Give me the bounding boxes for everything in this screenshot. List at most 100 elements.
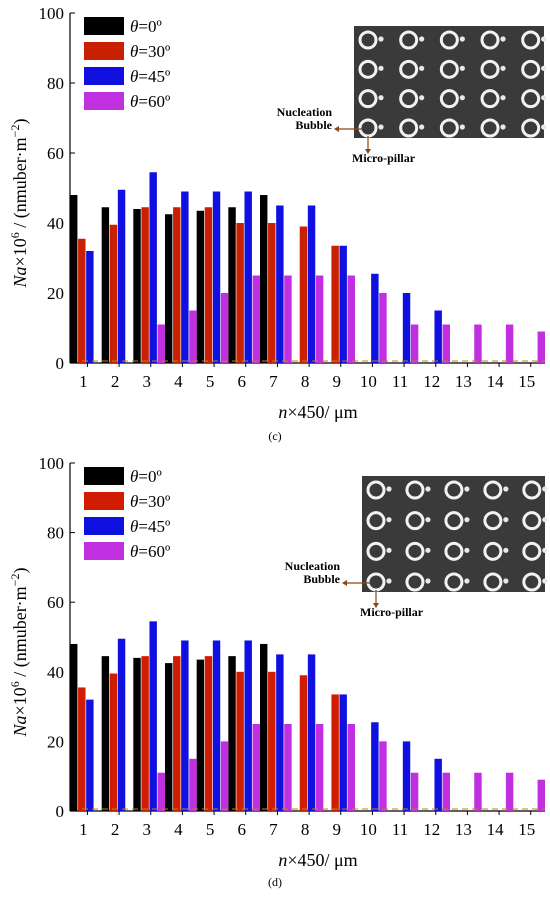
x-tick-label: 2 [111, 372, 120, 391]
bubble-dot [378, 95, 384, 101]
bubble-dot [503, 578, 509, 584]
legend-theta: θ [130, 42, 138, 61]
legend-theta: θ [130, 542, 138, 561]
pillar-arrowhead [365, 149, 371, 154]
nucleation-label: Nucleation [285, 559, 341, 573]
bar [537, 331, 545, 363]
micro-pillar-ring [522, 541, 542, 561]
bar [196, 210, 205, 363]
bubble-dot [459, 65, 465, 71]
x-tick-label: 15 [518, 820, 535, 839]
micro-pillar-ring [480, 118, 500, 138]
bubble-dot [541, 95, 547, 101]
legend-entry: θ=30º [130, 42, 170, 61]
micro-pillar-ring [399, 59, 419, 79]
micro-pillar-ring [522, 572, 542, 592]
micro-pillar-ring [521, 118, 541, 138]
x-tick-label: 10 [360, 372, 377, 391]
bar [101, 656, 110, 811]
bar [307, 205, 316, 363]
x-tick-label: 8 [301, 372, 310, 391]
y-axis-unit-exp: −2 [8, 574, 22, 587]
micro-pillar-ring [358, 30, 378, 50]
x-tick-label: 4 [174, 820, 183, 839]
x-tick-label: 5 [206, 820, 215, 839]
bar [228, 656, 236, 811]
y-tick-label: 0 [56, 802, 65, 821]
bubble-dot [459, 95, 465, 101]
bar [371, 722, 379, 811]
x-tick-label: 13 [455, 820, 472, 839]
bar [236, 223, 244, 363]
x-axis-var: n [278, 850, 287, 870]
legend-entry: θ=0º [130, 17, 162, 36]
x-tick-label: 5 [206, 372, 215, 391]
micro-pillar-ring [399, 118, 419, 138]
bubble-dot [541, 124, 547, 130]
x-tick-label: 3 [143, 372, 152, 391]
bar [236, 671, 244, 811]
bar [78, 687, 86, 811]
nucleation-arrowhead [342, 580, 347, 586]
y-axis-close: ) [10, 119, 31, 125]
bar [109, 673, 118, 811]
bubble-dot [542, 486, 548, 492]
y-tick-label: 80 [47, 74, 64, 93]
pillar-arrowhead [373, 603, 379, 608]
bar [402, 741, 411, 811]
y-tick-label: 0 [56, 354, 65, 373]
micro-pillar-ring [483, 511, 503, 531]
bar [86, 699, 94, 811]
bar [268, 223, 276, 363]
bar [109, 224, 118, 363]
bubble-dot [464, 547, 470, 553]
micro-pillar-ring [358, 59, 378, 79]
micro-pillar-ring [366, 511, 386, 531]
x-tick-label: 9 [333, 820, 342, 839]
legend-degree: =30º [138, 492, 170, 511]
bubble-dot [419, 36, 425, 42]
legend-swatch [84, 492, 124, 510]
bar [244, 191, 252, 363]
micro-pillar-label: Micro-pillar [360, 605, 424, 619]
legend-entry: θ=60º [130, 542, 170, 561]
y-tick-label: 100 [39, 4, 65, 23]
bar [442, 772, 450, 811]
x-axis-rest: ×450/ μm [287, 850, 357, 870]
legend-swatch [84, 67, 124, 85]
bar [220, 293, 229, 363]
bar [244, 640, 252, 811]
y-axis-unit-exp: −2 [8, 125, 22, 138]
bubble-dot [425, 517, 431, 523]
legend-entry: θ=0º [130, 467, 162, 486]
bar [299, 675, 308, 811]
bar [379, 293, 387, 363]
nucleation-arrowhead [334, 126, 339, 132]
bubble-dot [378, 124, 384, 130]
legend-theta: θ [130, 467, 138, 486]
micro-pillar-ring [366, 541, 386, 561]
micro-pillar-ring [405, 480, 425, 500]
legend-degree: =45º [138, 517, 170, 536]
micro-pillar-ring [483, 541, 503, 561]
bar [141, 656, 149, 811]
x-tick-label: 9 [333, 372, 342, 391]
bubble-dot [419, 95, 425, 101]
x-tick-label: 7 [269, 820, 278, 839]
x-axis-var: n [278, 402, 287, 422]
micro-pillar-ring [521, 30, 541, 50]
legend-theta: θ [130, 517, 138, 536]
micro-pillar-ring [444, 541, 464, 561]
bar [252, 724, 260, 811]
bar [165, 663, 173, 811]
bar [474, 324, 482, 363]
bar [117, 638, 126, 811]
bar [212, 640, 221, 811]
bar [189, 310, 197, 363]
micro-pillar-ring [444, 480, 464, 500]
bar [315, 275, 324, 363]
bar [434, 758, 442, 811]
bar [149, 172, 157, 363]
